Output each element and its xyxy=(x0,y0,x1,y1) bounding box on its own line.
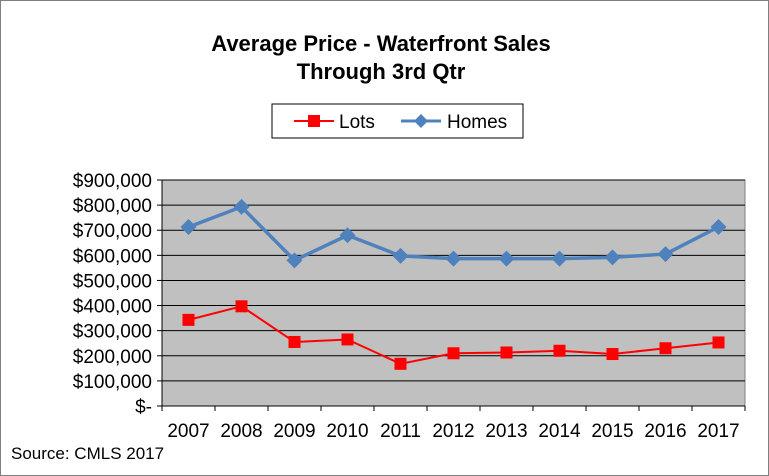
y-tick-label: $500,000 xyxy=(73,271,152,292)
y-tick-label: $400,000 xyxy=(73,297,152,318)
y-tick-label: $600,000 xyxy=(73,246,152,267)
data-point-homes xyxy=(392,247,409,264)
data-point-lots xyxy=(341,333,354,346)
data-point-lots xyxy=(235,300,248,313)
data-point-lots xyxy=(394,357,407,370)
data-point-lots xyxy=(606,348,619,361)
data-point-lots xyxy=(712,336,725,349)
y-tick-label: $200,000 xyxy=(73,347,152,368)
series-homes xyxy=(180,198,727,269)
data-point-homes xyxy=(180,218,197,235)
data-point-lots xyxy=(553,344,566,357)
x-tick-label: 2010 xyxy=(326,421,368,442)
y-tick-label: $700,000 xyxy=(73,221,152,242)
data-point-homes xyxy=(551,250,568,267)
series-lots xyxy=(182,300,725,370)
x-tick-label: 2014 xyxy=(538,421,581,442)
axes xyxy=(157,179,746,411)
legend-lots-label: Lots xyxy=(339,112,375,133)
x-tick-label: 2009 xyxy=(273,421,315,442)
chart-title-line1: Average Price - Waterfront Sales xyxy=(211,31,551,56)
data-point-lots xyxy=(500,346,513,359)
legend-homes-marker xyxy=(414,114,428,128)
x-axis-ticks: 2007 2008 2009 2010 2011 2012 2013 2014 2015 2016… xyxy=(167,421,739,442)
x-tick-label: 2016 xyxy=(644,421,686,442)
y-tick-label: $100,000 xyxy=(73,372,152,393)
data-point-homes xyxy=(233,198,250,215)
y-tick-label: $800,000 xyxy=(73,196,152,217)
data-point-homes xyxy=(286,252,303,269)
source-note: Source: CMLS 2017 xyxy=(11,444,164,463)
data-point-homes xyxy=(604,249,621,266)
data-point-lots xyxy=(288,335,301,348)
data-point-homes xyxy=(710,218,727,235)
data-point-homes xyxy=(657,246,674,263)
x-tick-label: 2007 xyxy=(167,421,209,442)
y-axis-ticks: $- $100,000 $200,000 $300,000 $400,000 $500,0… xyxy=(73,171,152,418)
x-tick-label: 2015 xyxy=(591,421,633,442)
x-tick-label: 2017 xyxy=(697,421,739,442)
chart-title-line2: Through 3rd Qtr xyxy=(297,59,466,84)
x-tick-label: 2011 xyxy=(380,421,421,442)
x-tick-label: 2012 xyxy=(432,421,474,442)
legend-homes-label: Homes xyxy=(447,112,507,133)
data-point-lots xyxy=(182,313,195,326)
legend: Lots Homes xyxy=(271,103,524,139)
y-tick-label: $900,000 xyxy=(73,171,152,192)
data-point-lots xyxy=(659,342,672,355)
y-tick-label: $300,000 xyxy=(73,322,152,343)
legend-lots-marker xyxy=(308,115,320,127)
data-point-homes xyxy=(445,250,462,267)
x-tick-label: 2013 xyxy=(485,421,527,442)
x-tick-label: 2008 xyxy=(220,421,262,442)
data-point-homes xyxy=(498,250,515,267)
data-point-lots xyxy=(447,347,460,360)
y-tick-label: $- xyxy=(135,397,152,418)
data-point-homes xyxy=(339,227,356,244)
